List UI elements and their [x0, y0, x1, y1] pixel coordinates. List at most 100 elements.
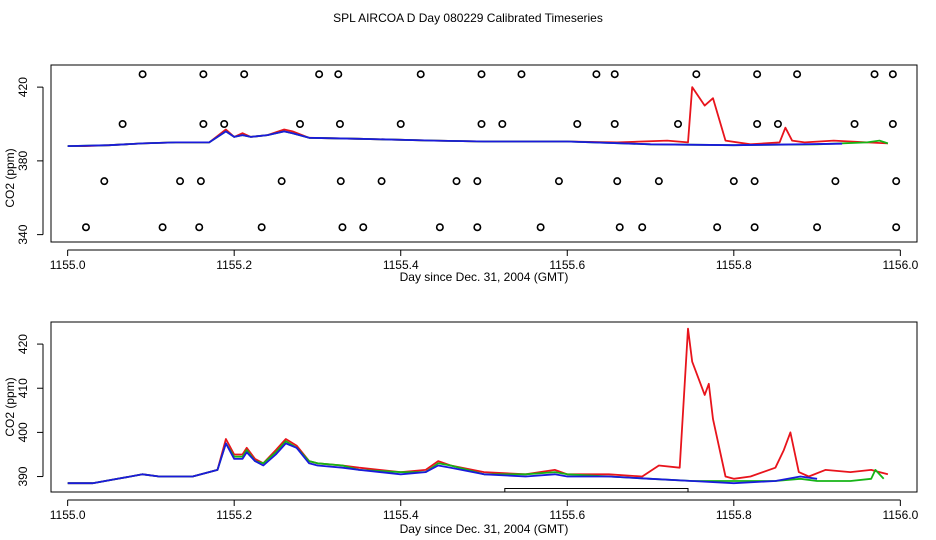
- calibration-marker: [473, 177, 482, 186]
- calibration-marker: [81, 223, 90, 232]
- chart-top: 1155.0 1155.2 1155.4 1155.6 1155.8 1156.0 340…: [3, 64, 919, 284]
- calibration-marker: [338, 223, 347, 232]
- calibration-marker: [452, 177, 461, 186]
- calibration-marker: [517, 70, 526, 79]
- x-axis-label: Day since Dec. 31, 2004 (GMT): [400, 270, 569, 284]
- x-tick-label: 1155.4: [383, 508, 419, 522]
- series-line-blue: [67, 130, 843, 147]
- calibration-marker: [396, 120, 405, 129]
- calibration-marker: [692, 70, 701, 79]
- calibration-marker: [100, 177, 109, 186]
- calibration-marker: [610, 120, 619, 129]
- y-axis: 340 380 420: [16, 77, 44, 245]
- series-line-red: [67, 86, 888, 148]
- y-axis-label: CO2 (ppm): [3, 148, 17, 207]
- calibration-marker: [753, 120, 762, 129]
- series-line-blue: [67, 442, 818, 485]
- series-line-red: [67, 327, 889, 485]
- x-tick-label: 1156.0: [882, 258, 918, 272]
- x-tick-label: 1155.0: [50, 508, 86, 522]
- calibration-marker: [498, 120, 507, 129]
- calibration-marker: [220, 120, 229, 129]
- y-axis-label: CO2 (ppm): [3, 377, 17, 436]
- x-tick-label: 1155.8: [716, 508, 752, 522]
- x-tick-label: 1155.2: [216, 508, 252, 522]
- calibration-marker: [416, 70, 425, 79]
- y-tick-label: 400: [16, 422, 30, 442]
- calibration-marker: [713, 223, 722, 232]
- markers: [81, 70, 901, 232]
- y-tick-label: 420: [16, 334, 30, 354]
- calibration-marker: [199, 70, 208, 79]
- x-tick-label: 1155.8: [716, 258, 752, 272]
- calibration-marker: [158, 223, 167, 232]
- calibration-marker: [334, 70, 343, 79]
- calibration-marker: [277, 177, 286, 186]
- calibration-marker: [359, 223, 368, 232]
- span-indicator: [504, 487, 689, 492]
- calibration-marker: [888, 70, 897, 79]
- calibration-marker: [773, 120, 782, 129]
- calibration-marker: [892, 177, 901, 186]
- calibration-marker: [573, 120, 582, 129]
- series-lines: [67, 86, 889, 148]
- calibration-marker: [315, 70, 324, 79]
- calibration-marker: [196, 177, 205, 186]
- calibration-marker: [750, 177, 759, 186]
- calibration-marker: [674, 120, 683, 129]
- x-tick-label: 1156.0: [882, 508, 918, 522]
- calibration-marker: [195, 223, 204, 232]
- plot-frame: [50, 64, 918, 243]
- calibration-marker: [750, 223, 759, 232]
- figure-title: SPL AIRCOA D Day 080229 Calibrated Times…: [333, 11, 603, 25]
- x-tick-label: 1155.6: [549, 508, 585, 522]
- calibration-marker: [138, 70, 147, 79]
- series-lines: [67, 327, 889, 485]
- x-tick-label: 1155.6: [549, 258, 585, 272]
- calibration-marker: [610, 70, 619, 79]
- calibration-marker: [554, 177, 563, 186]
- y-tick-label: 390: [16, 466, 30, 486]
- calibration-marker: [888, 120, 897, 129]
- calibration-marker: [295, 120, 304, 129]
- calibration-marker: [477, 120, 486, 129]
- calibration-marker: [592, 70, 601, 79]
- x-tick-label: 1155.2: [216, 258, 252, 272]
- calibration-marker: [729, 177, 738, 186]
- x-axis: 1155.0 1155.2 1155.4 1155.6 1155.8 1156.0: [50, 249, 919, 272]
- calibration-marker: [613, 177, 622, 186]
- y-axis: 390 400 410 420: [16, 334, 44, 487]
- calibration-marker: [870, 70, 879, 79]
- calibration-marker: [638, 223, 647, 232]
- x-tick-label: 1155.0: [50, 258, 86, 272]
- calibration-marker: [240, 70, 249, 79]
- calibration-marker: [118, 120, 127, 129]
- calibration-marker: [831, 177, 840, 186]
- calibration-marker: [654, 177, 663, 186]
- y-tick-label: 420: [16, 77, 30, 97]
- calibration-marker: [377, 177, 386, 186]
- x-axis-label: Day since Dec. 31, 2004 (GMT): [400, 522, 569, 536]
- calibration-marker: [477, 70, 486, 79]
- calibration-marker: [257, 223, 266, 232]
- y-tick-label: 340: [16, 224, 30, 244]
- calibration-marker: [813, 223, 822, 232]
- plot-frame: [50, 321, 918, 493]
- calibration-marker: [435, 223, 444, 232]
- y-tick-label: 380: [16, 151, 30, 171]
- calibration-marker: [753, 70, 762, 79]
- x-tick-label: 1155.4: [383, 258, 419, 272]
- calibration-marker: [473, 223, 482, 232]
- calibration-marker: [793, 70, 802, 79]
- calibration-marker: [199, 120, 208, 129]
- span-bar: [504, 487, 689, 492]
- calibration-marker: [850, 120, 859, 129]
- calibration-marker: [335, 120, 344, 129]
- calibration-marker: [892, 223, 901, 232]
- calibration-marker: [176, 177, 185, 186]
- calibration-marker: [336, 177, 345, 186]
- y-tick-label: 410: [16, 378, 30, 398]
- x-axis: 1155.0 1155.2 1155.4 1155.6 1155.8 1156.0: [50, 499, 919, 522]
- calibration-marker: [536, 223, 545, 232]
